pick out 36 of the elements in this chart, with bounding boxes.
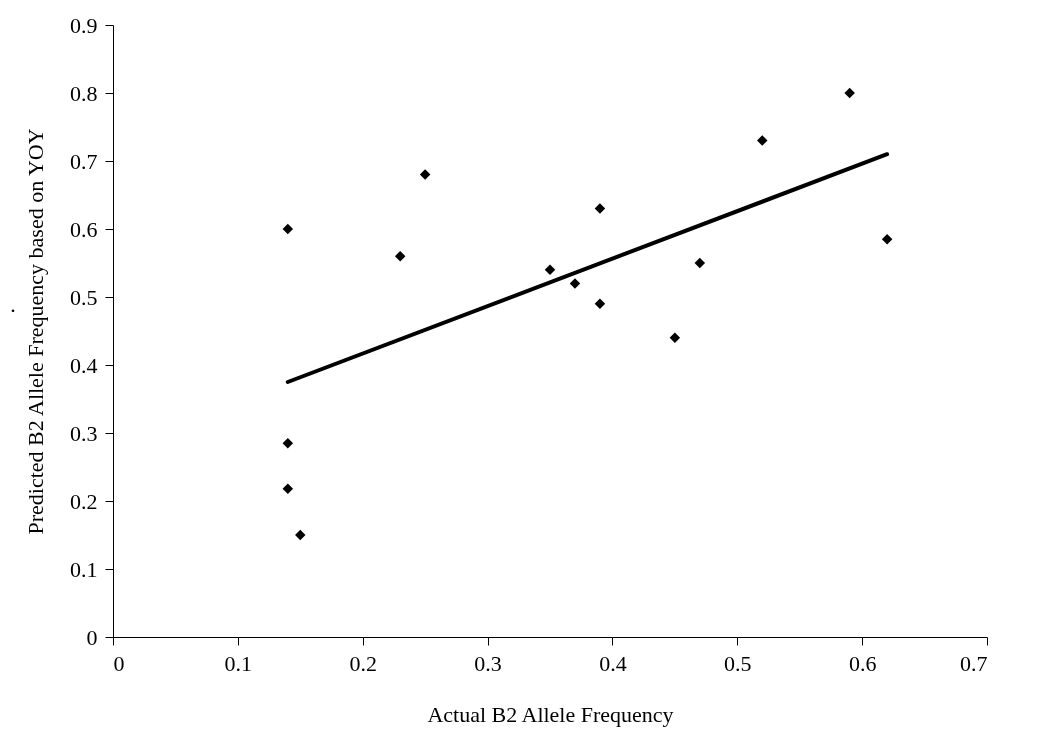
y-tick-label: 0.4 (70, 352, 98, 378)
x-tick-label: 0 (113, 650, 125, 676)
x-axis-title: Actual B2 Allele Frequency (427, 701, 674, 727)
point (282, 483, 294, 494)
x-tick-label: 0.5 (724, 650, 752, 676)
x-tick-label: 0.7 (960, 650, 988, 676)
text: . (10, 292, 16, 317)
y-tick-label: 0.6 (70, 216, 98, 242)
point (844, 87, 855, 99)
point (282, 437, 294, 449)
y-tick-label: 0.5 (70, 284, 98, 310)
y-axis-title: Predicted B2 Allele Frequency based on YOY (23, 128, 48, 535)
x-tick-label: 0.2 (349, 650, 377, 676)
point (419, 169, 431, 180)
y-tick-label: 0.8 (70, 80, 98, 106)
y-tick-label: 0.7 (70, 148, 98, 174)
point (594, 298, 606, 310)
x-tick-label: 0.3 (474, 650, 502, 676)
point (881, 233, 893, 245)
x-tick-label: 0.6 (848, 650, 877, 676)
point (669, 332, 681, 344)
y-tick-label: 0.1 (70, 556, 98, 582)
y-tick-label: 0.3 (70, 420, 98, 446)
point (594, 203, 606, 214)
point (569, 278, 581, 289)
x-tick-label: 0.1 (224, 650, 253, 676)
x-tick-label: 0.4 (599, 650, 627, 676)
point (544, 264, 556, 276)
point (282, 223, 294, 235)
point (757, 135, 768, 146)
point (694, 257, 706, 269)
y-tick-label: 0 (86, 624, 98, 650)
point (295, 529, 306, 541)
y-tick-label: 0.9 (70, 12, 98, 38)
y-tick-label: 0.2 (70, 488, 98, 514)
point (394, 250, 406, 262)
